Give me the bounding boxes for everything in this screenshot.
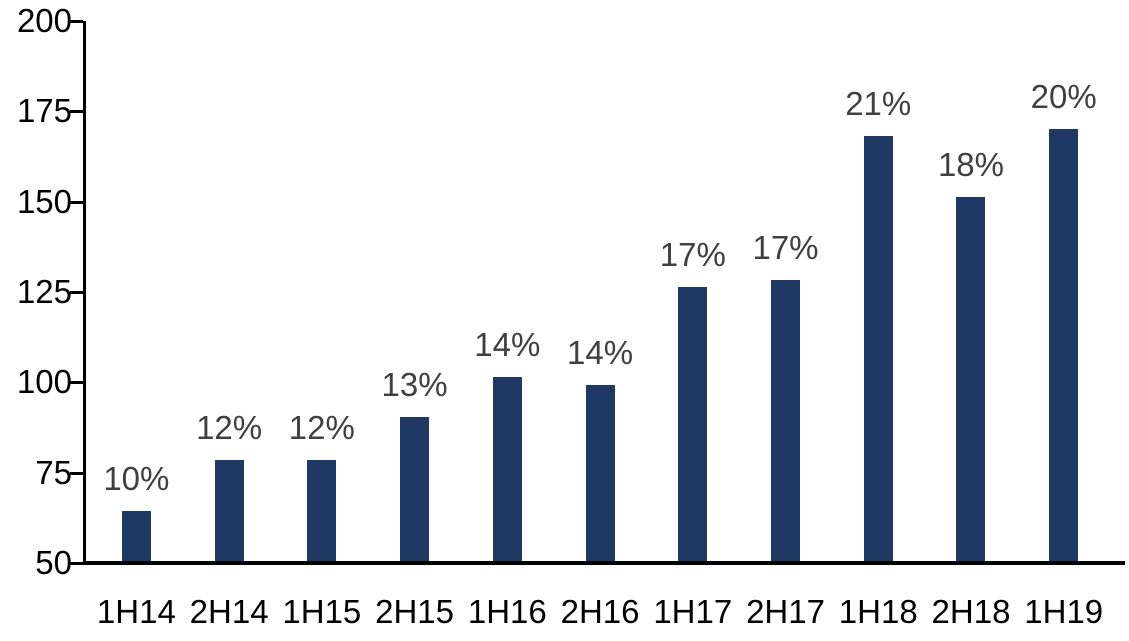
y-axis-tick-label: 175 [16,92,72,130]
bar [956,197,986,561]
bar-value-label: 18% [937,146,1004,184]
bar-value-label: 10% [103,459,170,497]
bar-value-label: 12% [196,409,263,447]
bar [121,510,151,561]
x-axis-tick-label: 1H16 [467,593,547,630]
x-axis-tick-label: 1H15 [282,593,362,630]
x-axis-tick-label: 2H15 [375,593,455,630]
x-axis-tick-label: 1H18 [838,593,918,630]
bar [678,287,708,561]
bar-value-label: 12% [288,409,355,447]
bar [863,136,893,561]
bar-value-label: 14% [567,333,634,371]
bar-slot: 21% [832,21,925,561]
y-axis-tick-mark [70,110,83,114]
x-axis-tick-label: 2H16 [560,593,640,630]
y-axis-tick-mark [70,200,83,204]
bar [1049,129,1079,561]
x-axis-tick-label: 1H19 [1024,593,1104,630]
y-axis-tick-label: 50 [35,544,72,581]
bar [585,384,615,561]
bar-slot: 12% [183,21,276,561]
plot-area: 10% 12% 12% 13% 14% 14% 17% 17% 21% 18% 20% [90,21,1110,561]
bar-value-label: 20% [1030,78,1097,116]
bar-slot: 17% [739,21,832,561]
bar-slot: 17% [646,21,739,561]
x-axis-tick-label: 2H17 [746,593,825,630]
x-axis-tick-label: 2H14 [189,593,269,630]
y-axis-tick-mark [70,20,83,23]
y-axis-tick-mark [70,381,83,385]
y-axis-tick-label: 200 [16,2,72,39]
bar-slot: 20% [1017,21,1110,561]
bar-value-label: 17% [659,236,726,274]
bar-slot: 14% [554,21,647,561]
bar [771,280,800,561]
bar [492,377,522,561]
x-axis-line [83,561,1125,565]
x-axis-tick-label: 1H14 [96,593,176,630]
y-axis-tick-label: 125 [16,273,72,310]
bar-value-label: 17% [752,229,819,267]
y-axis-tick-label: 100 [16,363,72,401]
y-axis-tick-label: 75 [35,453,72,491]
bar-value-label: 13% [381,366,448,404]
y-axis-tick-mark [70,291,83,294]
bar [214,460,244,561]
bar-value-label: 21% [845,85,912,123]
x-axis-tick-label: 2H18 [931,593,1011,630]
y-axis-tick-mark [70,562,83,565]
bar-slot: 14% [461,21,554,561]
bar [400,417,430,561]
x-axis-tick-label: 1H17 [653,593,733,630]
bar-slot: 10% [90,21,183,561]
bar-value-label: 14% [474,326,541,364]
y-axis-tick-label: 150 [16,182,72,220]
y-axis-tick-mark [70,471,83,475]
bar [307,460,337,561]
bar-slot: 12% [275,21,368,561]
y-axis-line [83,21,86,565]
bar-slot: 13% [368,21,461,561]
x-axis: 1H14 2H14 1H15 2H15 1H16 2H16 1H17 2H17 1H18 2H18… [90,592,1110,632]
bar-slot: 18% [925,21,1018,561]
